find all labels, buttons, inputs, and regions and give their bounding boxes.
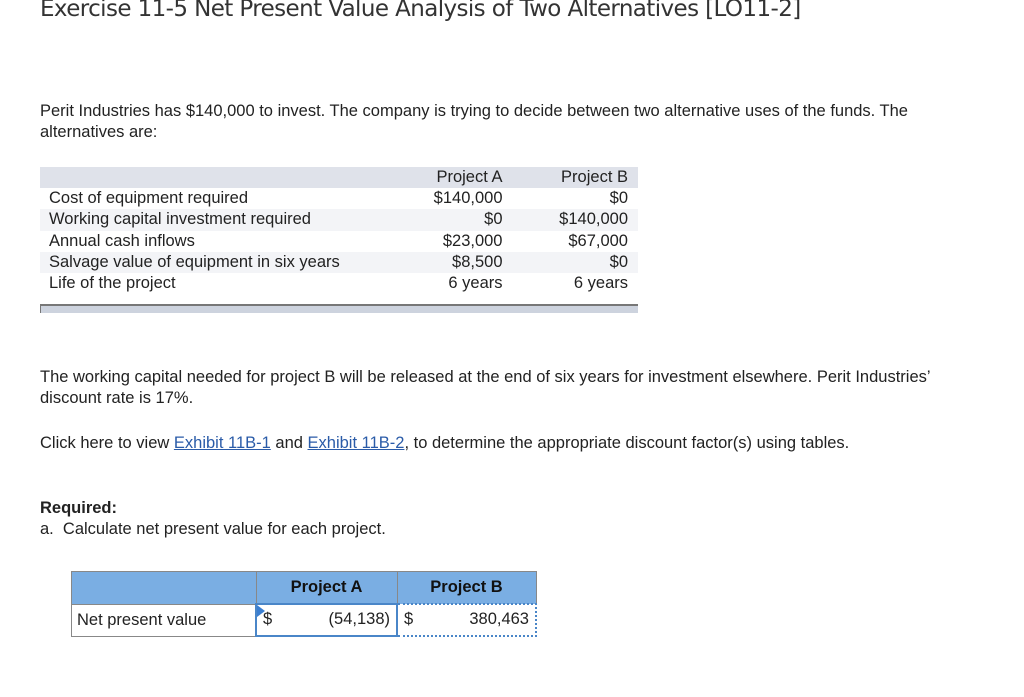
project-a-value: $23,000 [442,231,503,250]
page-title: Exercise 11-5 Net Present Value Analysis… [40,0,801,22]
intro-text: Perit Industries has $140,000 to invest.… [40,102,908,141]
answer-header-project-b: Project B [396,571,537,605]
project-a-value: $8,500 [394,251,513,274]
alternatives-table: Project A Project B Cost of equipment re… [40,167,638,294]
row-label: Working capital investment required [40,209,395,231]
exhibit-middle: and [270,434,308,452]
npv-row-label: Net present value [71,603,257,637]
required-heading: Required: [40,499,118,517]
table-scrollbar[interactable] [40,304,638,313]
table-row: Life of the project 6 years 6 years [40,273,638,294]
answer-header-project-a: Project A [255,571,398,605]
project-a-npv-value: (54,138) [328,610,390,628]
required-item-a: a. Calculate net present value for each … [40,520,386,538]
project-a-value: $0 [394,209,513,231]
header-project-a: Project A [394,167,513,188]
header-project-b: Project B [512,167,638,188]
exhibit-prefix: Click here to view [40,434,174,452]
answer-row: Net present value $ (54,138) $ 380,463 [71,603,537,637]
required-section: Required: a. Calculate net present value… [40,498,386,540]
exhibit-instructions: Click here to view Exhibit 11B-1 and Exh… [40,433,940,454]
project-b-value: $67,000 [568,231,628,250]
project-b-value: 6 years [573,274,628,293]
project-b-npv-value: 380,463 [469,610,529,628]
table-row: Salvage value of equipment in six years … [40,251,638,274]
npv-answer-table: Project A Project B Net present value $ … [71,571,537,637]
header-blank [40,167,395,188]
row-label: Life of the project [49,274,176,293]
project-b-value: $140,000 [512,209,638,231]
working-capital-note: The working capital needed for project B… [40,368,930,407]
exhibit-suffix: , to determine the appropriate discount … [404,434,850,452]
row-label: Salvage value of equipment in six years [40,251,395,274]
project-a-value: $140,000 [433,189,503,208]
exhibit-11b-2-link[interactable]: Exhibit 11B-2 [307,434,405,452]
table-row: Working capital investment required $0 $… [40,209,638,231]
project-b-value: $0 [609,189,628,208]
table-row: Cost of equipment required $140,000 $0 [40,188,638,209]
currency-symbol: $ [404,610,414,628]
answer-header-blank [71,571,257,605]
row-label: Cost of equipment required [49,189,249,208]
project-a-value: 6 years [448,274,503,293]
answer-header-row: Project A Project B [71,571,537,605]
project-b-value: $0 [512,251,638,274]
project-b-npv-input[interactable]: $ 380,463 [396,603,537,637]
row-label: Annual cash inflows [49,231,195,250]
exhibit-11b-1-link[interactable]: Exhibit 11B-1 [173,434,271,452]
answer-flag-icon [257,605,265,617]
currency-symbol: $ [263,610,273,628]
project-a-npv-input[interactable]: $ (54,138) [255,603,398,637]
table-row: Annual cash inflows $23,000 $67,000 [40,231,638,252]
table-header-row: Project A Project B [40,167,638,188]
